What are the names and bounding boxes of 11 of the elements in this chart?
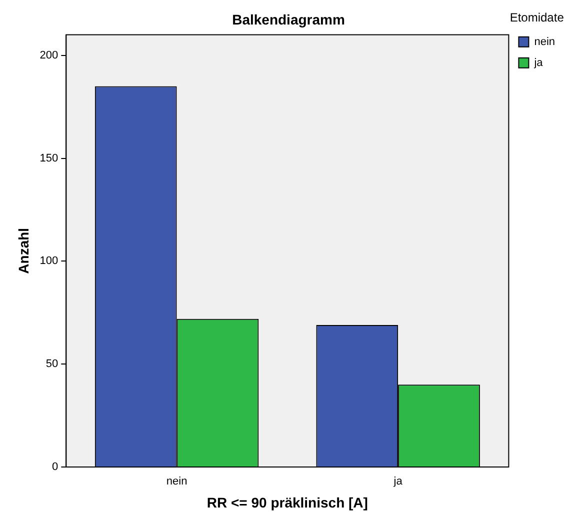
- y-tick-label: 50: [46, 358, 58, 370]
- legend-label: ja: [533, 56, 544, 69]
- y-tick-label: 0: [52, 461, 58, 474]
- chart-title: Balkendiagramm: [232, 11, 345, 28]
- x-axis-title: RR <= 90 präklinisch [A]: [206, 494, 368, 510]
- legend-label: nein: [534, 36, 555, 48]
- y-tick-label: 100: [40, 255, 58, 268]
- legend-title: Etomidate: [510, 10, 564, 24]
- y-tick-label: 200: [40, 49, 58, 62]
- y-axis-title: Anzahl: [15, 228, 32, 274]
- y-tick-label: 150: [40, 152, 58, 164]
